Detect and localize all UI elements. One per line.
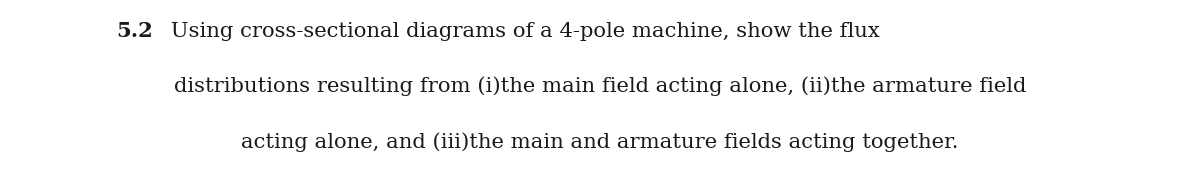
Text: distributions resulting from (i)the main field acting alone, (ii)the armature fi: distributions resulting from (i)the main… [174,77,1026,96]
Text: 5.2: 5.2 [116,21,154,41]
Text: Using cross-sectional diagrams of a 4-pole machine, show the flux: Using cross-sectional diagrams of a 4-po… [164,22,880,41]
Text: acting alone, and (iii)the main and armature fields acting together.: acting alone, and (iii)the main and arma… [241,132,959,152]
